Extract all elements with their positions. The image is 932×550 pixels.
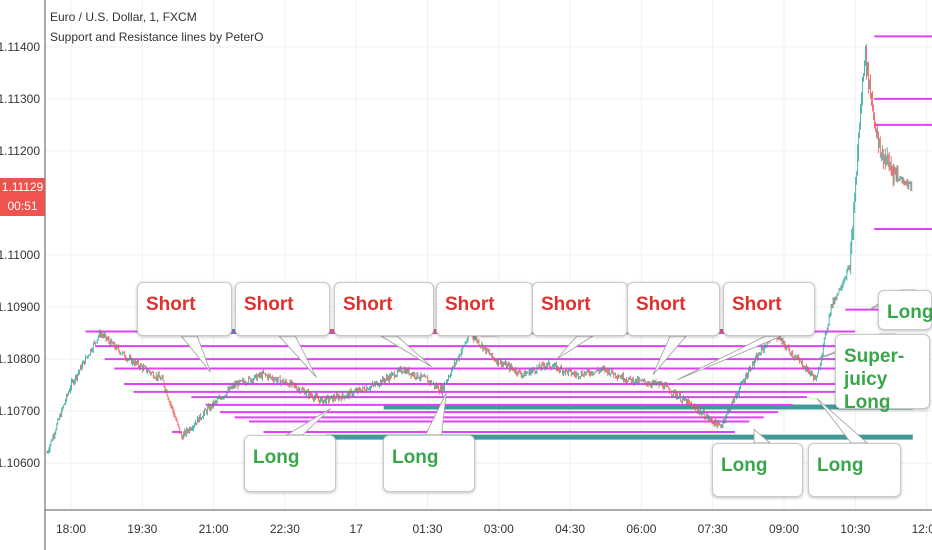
long-signal-callout: Long [244,435,336,492]
short-signal-callout: Short [436,282,533,336]
y-tick-label: 1.11200 [0,144,40,158]
callout-pointer [180,335,211,373]
last-price-tag: 1.11129 [0,178,45,196]
callout-pointer [676,335,782,381]
x-tick-label: 06:00 [626,522,656,536]
x-tick-label: 07:30 [698,522,728,536]
x-tick-label: 09:00 [769,522,799,536]
study-legend[interactable]: Support and Resistance lines by PeterO [50,30,264,44]
x-tick-label: 21:00 [199,522,229,536]
y-tick-label: 1.11400 [0,40,40,54]
chart-grid [45,0,932,510]
x-tick-label: 22:30 [270,522,300,536]
x-tick-label: 03:00 [484,522,514,536]
short-signal-callout: Short [137,282,232,336]
callout-pointer [556,335,595,360]
callout-pointer [379,335,433,368]
x-tick-label: 01:30 [412,522,442,536]
short-signal-callout: Short [723,282,815,336]
y-tick-label: 1.10600 [0,456,40,470]
candles [46,44,913,455]
support-resistance-lines [85,35,932,433]
long-signal-callout: Super-juicy Long [835,334,930,413]
y-tick-label: 1.10900 [0,300,40,314]
callout-pointer [424,392,447,436]
bar-countdown-tag: 00:51 [0,196,45,216]
long-signal-callout: Long [808,443,901,497]
x-tick-label: 19:30 [127,522,157,536]
x-tick-label: 10:30 [840,522,870,536]
callout-pointer [652,335,688,375]
short-signal-callout: Short [627,282,720,336]
x-tick-label: 12:00 [912,522,932,536]
y-tick-label: 1.10700 [0,404,40,418]
symbol-legend[interactable]: Euro / U.S. Dollar, 1, FXCM [50,10,197,24]
y-tick-label: 1.11300 [0,92,40,106]
y-tick-label: 1.11000 [0,248,40,262]
long-signal-callout: Long [712,443,803,497]
x-tick-label: 17 [350,522,364,536]
callout-pointer [278,335,317,378]
x-tick-label: 18:00 [56,522,86,536]
short-signal-callout: Short [532,282,628,336]
long-signal-callout: Long [383,435,475,492]
long-signal-callout: Long [878,290,932,330]
x-tick-label: 04:30 [555,522,585,536]
short-signal-callout: Short [334,282,434,336]
short-signal-callout: Short [235,282,330,336]
y-tick-label: 1.10800 [0,352,40,366]
